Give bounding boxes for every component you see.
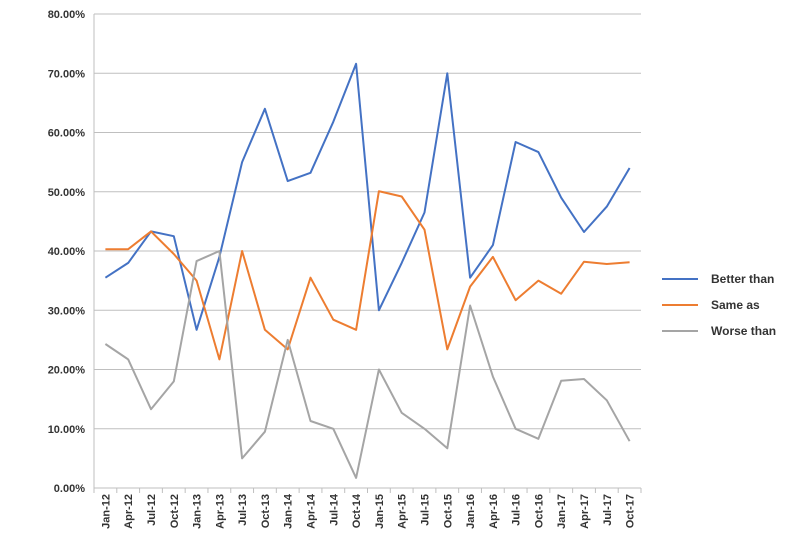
- x-tick-label: Jul-16: [511, 494, 523, 526]
- series-line-better-than: [104, 62, 631, 331]
- x-tick-label: Oct-15: [442, 494, 454, 528]
- x-tick-label: Apr-14: [306, 493, 318, 529]
- x-tick-label: Jan-13: [192, 494, 204, 529]
- x-tick-label: Jul-14: [328, 493, 340, 526]
- x-tick-label: Jul-13: [237, 494, 249, 526]
- x-tick-label: Oct-16: [533, 494, 545, 528]
- legend-label: Worse than: [711, 324, 776, 338]
- y-tick-label: 80.00%: [48, 9, 86, 21]
- x-tick-label: Oct-14: [351, 493, 363, 528]
- y-tick-label: 10.00%: [48, 424, 86, 436]
- x-tick-label: Oct-17: [625, 494, 637, 528]
- x-tick-label: Jan-14: [283, 493, 295, 529]
- x-axis-ticks: Jan-12 Apr-12 Jul-12 Oct-12 Jan-13 Apr-13 Jul-…: [100, 493, 636, 529]
- x-tick-label: Jan-12: [100, 494, 112, 529]
- x-tick-label: Oct-13: [260, 494, 272, 528]
- x-tick-label: Oct-12: [169, 494, 181, 528]
- y-tick-label: 60.00%: [48, 128, 86, 140]
- x-tick-label: Apr-12: [123, 494, 135, 529]
- x-tick-label: Jul-15: [419, 494, 431, 526]
- legend: Better than Same as Worse than: [662, 272, 776, 338]
- x-tick-label: Apr-17: [579, 494, 591, 529]
- y-tick-label: 50.00%: [48, 187, 86, 199]
- y-tick-label: 20.00%: [48, 365, 86, 377]
- series-lines: [104, 62, 631, 479]
- y-tick-label: 0.00%: [54, 483, 85, 495]
- x-tick-label: Jul-12: [146, 494, 158, 526]
- y-axis-ticks: 0.00% 10.00% 20.00% 30.00% 40.00% 50.00% 60.00…: [48, 9, 86, 495]
- x-tick-label: Apr-13: [214, 494, 226, 529]
- y-tick-label: 40.00%: [48, 246, 86, 258]
- y-tick-label: 30.00%: [48, 305, 86, 317]
- x-tick-label: Apr-15: [397, 494, 409, 529]
- legend-label: Better than: [711, 272, 774, 286]
- y-tick-label: 70.00%: [48, 68, 86, 80]
- series-line-worse-than: [104, 250, 631, 479]
- x-tick-label: Jan-17: [556, 494, 568, 529]
- x-tick-label: Jan-15: [374, 494, 386, 529]
- x-tick-label: Apr-16: [488, 494, 500, 529]
- legend-label: Same as: [711, 298, 760, 312]
- x-tick-label: Jul-17: [602, 494, 614, 526]
- x-tick-label: Jan-16: [465, 494, 477, 529]
